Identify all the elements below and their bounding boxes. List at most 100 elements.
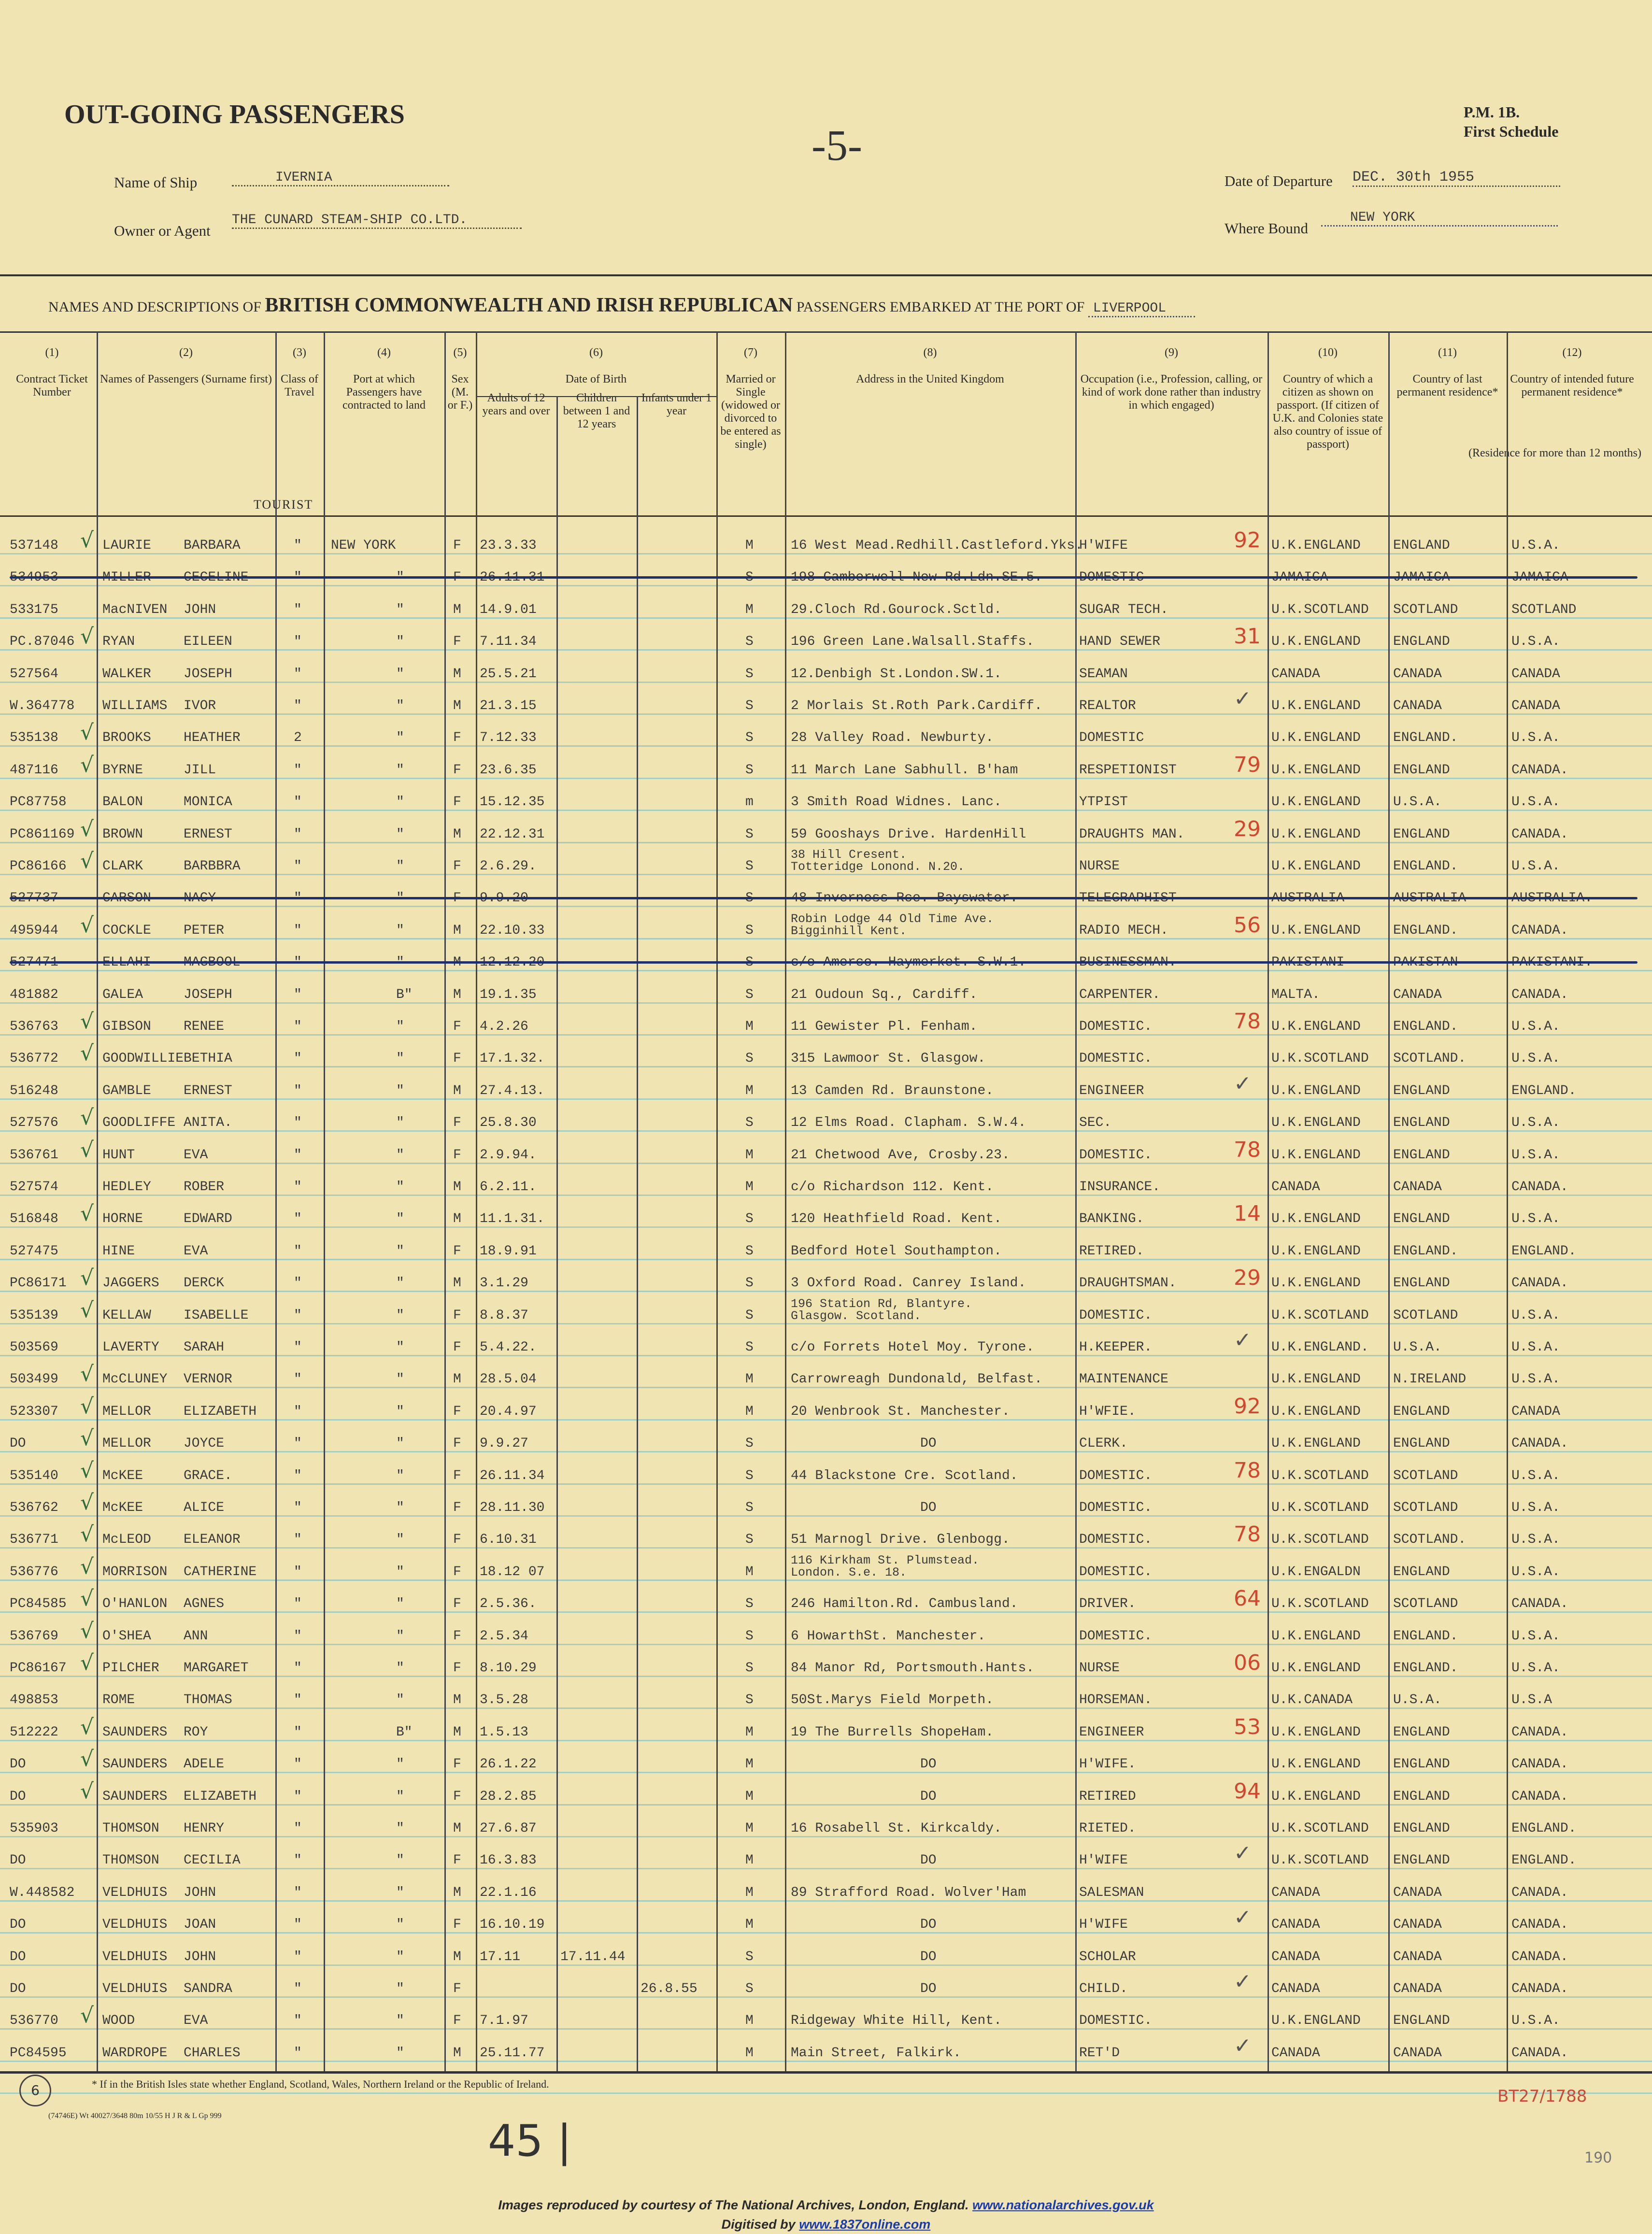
marital-status: S <box>745 762 754 778</box>
circled-number: 6 <box>19 2075 51 2106</box>
ticket-number: PC.87046 <box>10 634 75 650</box>
port-of-landing: " <box>396 1853 404 1868</box>
address: Ridgeway White Hill, Kent. <box>791 2013 1002 2029</box>
last-residence: CANADA <box>1393 987 1442 1002</box>
green-tick-icon: √ <box>80 1009 94 1034</box>
last-residence: SCOTLAND <box>1393 1500 1458 1515</box>
marital-status: S <box>745 1308 754 1323</box>
marital-status: S <box>745 1596 754 1612</box>
surname: WALKER <box>102 666 151 682</box>
marital-status: M <box>745 2013 754 2029</box>
class-of-travel: " <box>294 1949 302 1964</box>
citizenship: U.K.ENGLAND <box>1271 826 1361 842</box>
sex: M <box>453 666 461 682</box>
occupation: NURSE <box>1079 859 1120 874</box>
citizenship: U.K.SCOTLAND <box>1271 1308 1369 1323</box>
ship-value: IVERNIA <box>232 170 449 186</box>
red-annotation: 78 <box>1234 1009 1261 1034</box>
future-residence: U.S.A. <box>1511 1019 1560 1034</box>
national-archives-link[interactable]: www.nationalarchives.gov.uk <box>972 2198 1154 2212</box>
surname: HINE <box>102 1243 135 1259</box>
citizenship: U.K.ENGLAND <box>1271 538 1361 553</box>
given-name: CATHERINE <box>184 1564 257 1579</box>
marital-status: M <box>745 1404 754 1419</box>
surname: THOMSON <box>102 1853 159 1868</box>
marital-status: m <box>745 795 754 810</box>
address: 315 Lawmoor St. Glasgow. <box>791 1051 986 1067</box>
adult-dob: 28.2.85 <box>480 1789 537 1804</box>
future-residence: U.S.A. <box>1511 859 1560 874</box>
adult-dob: 25.5.21 <box>480 666 537 682</box>
table-row: 535139 KELLAW ISABELLE " " F 8.8.37 S DOMESTIC. U… <box>0 1297 1652 1332</box>
occupation: SALESMAN <box>1079 1885 1144 1900</box>
1837online-link[interactable]: www.1837online.com <box>799 2217 931 2232</box>
ruled-line <box>0 745 1652 747</box>
port-of-landing: " <box>396 1885 404 1900</box>
last-residence: CANADA <box>1393 666 1442 682</box>
citizenship: U.K.SCOTLAND <box>1271 1468 1369 1483</box>
citizenship: U.K.ENGLAND <box>1271 1147 1361 1163</box>
bound-value: NEW YORK <box>1321 210 1558 227</box>
ticket-number: DO <box>10 1436 26 1451</box>
ticket-number: DO <box>10 1917 26 1933</box>
last-residence: ENGLAND. <box>1393 730 1458 746</box>
column-label: Port at which Passengers have contracted… <box>342 373 426 412</box>
port-of-landing: " <box>396 1115 404 1131</box>
citizenship: U.K.SCOTLAND <box>1271 1853 1369 1868</box>
given-name: SANDRA <box>184 1981 232 1996</box>
port-of-landing: " <box>396 826 404 842</box>
address: 3 Oxford Road. Canrey Island. <box>791 1276 1026 1291</box>
ruled-line <box>0 1066 1652 1068</box>
marital-status: S <box>745 1693 754 1708</box>
adult-dob: 25.8.30 <box>480 1115 537 1131</box>
sex: M <box>453 1949 461 1964</box>
table-row: DO SAUNDERS ADELE " " F 26.1.22 M H'WIFE. U.K.ENG… <box>0 1747 1652 1780</box>
future-residence: U.S.A. <box>1511 1468 1560 1483</box>
future-residence: CANADA. <box>1511 1885 1568 1900</box>
port-of-landing: " <box>396 1789 404 1804</box>
check-mark-icon: ✓ <box>1234 1841 1252 1866</box>
citizenship: U.K.ENGLAND <box>1271 923 1361 938</box>
sex: F <box>453 1340 461 1355</box>
residence-note: (Residence for more than 12 months) <box>1468 447 1641 459</box>
strike-through-line <box>10 576 1638 579</box>
column-divider <box>275 332 277 2072</box>
last-residence: ENGLAND <box>1393 1276 1450 1291</box>
sex: M <box>453 1211 461 1227</box>
red-annotation: 06 <box>1234 1651 1261 1675</box>
surname: BALON <box>102 795 143 810</box>
ship-label: Name of Ship <box>114 174 198 191</box>
last-residence: ENGLAND <box>1393 1564 1450 1579</box>
address: Bedford Hotel Southampton. <box>791 1243 1002 1259</box>
last-residence: ENGLAND <box>1393 762 1450 778</box>
address: DO <box>920 1500 937 1515</box>
red-annotation: 78 <box>1234 1137 1261 1162</box>
check-mark-icon: ✓ <box>1234 1969 1252 1994</box>
table-row: DO MELLOR JOYCE " " F 9.9.27 S CLERK. U.K.ENGLAND… <box>0 1426 1652 1460</box>
citizenship: U.K.ENGLAND <box>1271 1372 1361 1387</box>
sex: F <box>453 1661 461 1676</box>
ruled-line <box>0 1195 1652 1196</box>
address: 51 Marnogl Drive. Glenbogg. <box>791 1532 1010 1548</box>
green-tick-icon: √ <box>80 1297 94 1323</box>
reference-number: BT27/1788 <box>1497 2087 1587 2106</box>
occupation: H'WIFE <box>1079 538 1128 553</box>
ruled-line <box>0 874 1652 875</box>
heading-post: PASSENGERS EMBARKED AT THE PORT OF <box>796 299 1085 315</box>
citizenship: U.K.ENGLAND <box>1271 1083 1361 1098</box>
adult-dob: 3.1.29 <box>480 1276 528 1291</box>
marital-status: S <box>745 1115 754 1131</box>
citizenship: U.K.ENGLAND <box>1271 762 1361 778</box>
port-of-landing: " <box>396 1211 404 1227</box>
column-header-9: (9) Occupation (i.e., Profession, calling… <box>1075 332 1267 515</box>
page-title: OUT-GOING PASSENGERS <box>64 100 405 129</box>
column-divider <box>1388 332 1390 2072</box>
future-residence: U.S.A. <box>1511 1308 1560 1323</box>
sex: M <box>453 698 461 713</box>
marital-status: S <box>745 666 754 682</box>
table-row: 536771 McLEOD ELEANOR " " F 6.10.31 S DOMESTIC. U… <box>0 1522 1652 1556</box>
table-row: 512222 SAUNDERS ROY " B" M 1.5.13 M ENGINEER U.K.… <box>0 1715 1652 1749</box>
occupation: HORSEMAN. <box>1079 1693 1153 1708</box>
ruled-line <box>0 2092 1652 2094</box>
sex: M <box>453 1276 461 1291</box>
